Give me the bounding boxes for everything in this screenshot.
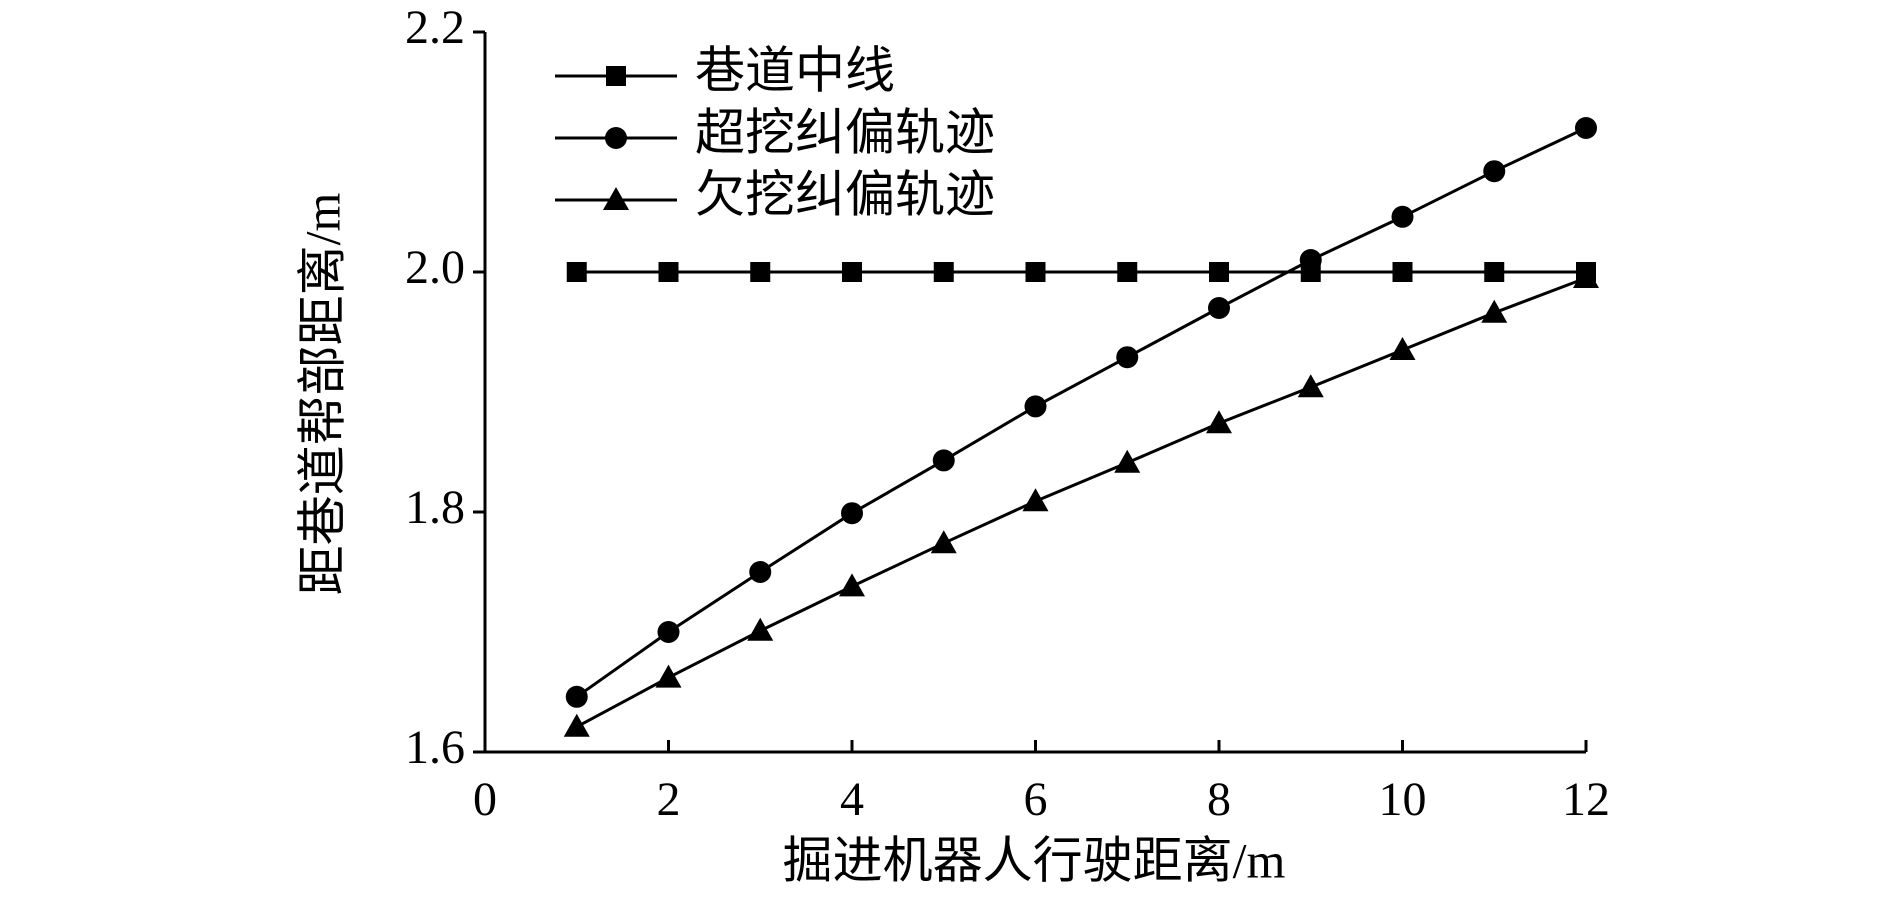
series-line (575, 126, 1587, 699)
marker (1391, 205, 1414, 228)
marker (1575, 117, 1597, 139)
marker (841, 502, 863, 525)
marker (1025, 262, 1046, 282)
x-tick-label: 0 (473, 773, 497, 826)
marker (842, 262, 862, 282)
legend-text: 超挖纠偏轨迹 (695, 104, 995, 160)
marker (930, 530, 957, 554)
marker (563, 713, 590, 737)
marker (1022, 488, 1049, 512)
marker (932, 449, 955, 472)
marker (605, 127, 627, 149)
marker (606, 66, 626, 86)
marker (1297, 374, 1324, 398)
marker (566, 262, 587, 282)
marker (1024, 395, 1047, 418)
y-tick-label: 1.8 (405, 481, 465, 534)
x-tick-label: 10 (1379, 773, 1427, 826)
marker (1114, 449, 1141, 473)
legend-text: 巷道中线 (695, 42, 895, 98)
marker (1117, 262, 1138, 282)
marker (933, 262, 954, 282)
y-axis-title: 距巷道帮部距离/m (294, 193, 350, 596)
legend-text: 欠挖纠偏轨迹 (695, 166, 995, 222)
x-tick-label: 6 (1024, 773, 1048, 826)
y-tick-label: 2.0 (405, 241, 465, 294)
marker (565, 685, 588, 708)
marker (603, 187, 629, 210)
x-tick-label: 12 (1562, 773, 1610, 826)
marker (657, 621, 680, 643)
marker (658, 262, 679, 282)
marker (1389, 337, 1416, 360)
marker (1573, 265, 1599, 288)
marker (1481, 299, 1508, 323)
x-tick-label: 4 (840, 773, 864, 826)
marker (749, 561, 772, 583)
marker (1209, 262, 1229, 282)
marker (1208, 297, 1230, 319)
y-tick-label: 2.2 (405, 1, 465, 54)
marker (1484, 262, 1505, 282)
marker (839, 573, 865, 597)
marker (1116, 346, 1139, 369)
marker (1392, 262, 1413, 282)
marker (750, 262, 771, 282)
marker (1483, 160, 1506, 183)
marker (1299, 249, 1322, 271)
x-axis-title: 掘进机器人行驶距离/m (783, 832, 1286, 888)
marker (1206, 410, 1232, 434)
marker (747, 617, 774, 641)
y-tick-label: 1.6 (405, 721, 465, 774)
series-line (576, 276, 1587, 729)
x-tick-label: 8 (1207, 773, 1231, 826)
x-tick-label: 2 (657, 773, 681, 826)
marker (655, 664, 682, 688)
